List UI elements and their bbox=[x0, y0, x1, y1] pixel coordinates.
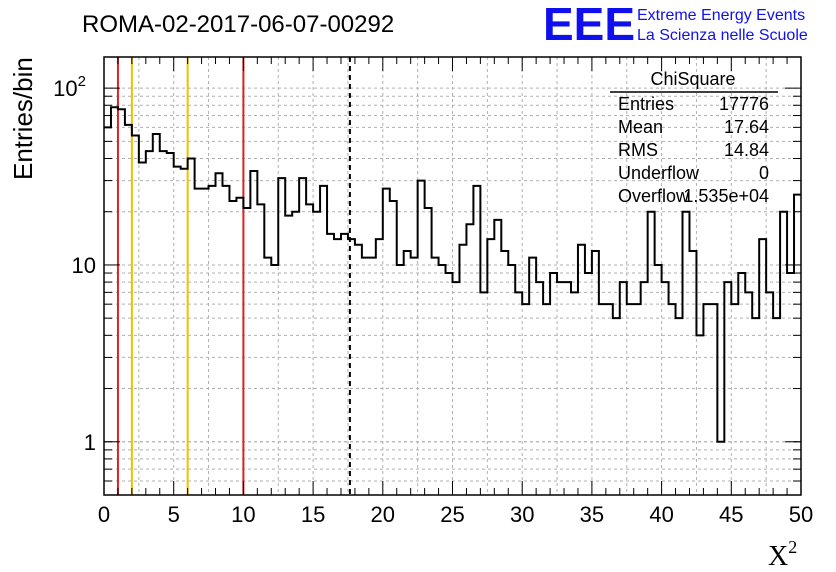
x-tick-label: 25 bbox=[440, 502, 464, 527]
x-tick-label: 20 bbox=[371, 502, 395, 527]
chart-title: ROMA-02-2017-06-07-00292 bbox=[82, 11, 394, 38]
x-tick-labels: 0 5 10 15 20 25 30 35 40 45 50 bbox=[98, 502, 813, 527]
plot-frame bbox=[103, 56, 802, 496]
y-axis-label: Entries/bin bbox=[8, 57, 38, 180]
x-tick-label: 45 bbox=[719, 502, 743, 527]
x-tick-label: 50 bbox=[789, 502, 813, 527]
x-tick-label: 35 bbox=[580, 502, 604, 527]
stats-value: 17776 bbox=[719, 94, 769, 114]
stats-label: Entries bbox=[618, 94, 674, 114]
x-axis-label-base: X bbox=[768, 541, 788, 572]
y-tick-label: 1 bbox=[84, 430, 96, 455]
eee-logo: EEE Extreme Energy Events La Scienza nel… bbox=[543, 0, 808, 50]
x-tick-label: 40 bbox=[649, 502, 673, 527]
x-tick-label: 30 bbox=[510, 502, 534, 527]
stats-value: 14.84 bbox=[724, 140, 769, 160]
y-tick-label: 10 bbox=[72, 253, 96, 278]
stats-label: RMS bbox=[618, 140, 658, 160]
histogram-line bbox=[104, 106, 801, 443]
stats-value: 0 bbox=[759, 163, 769, 183]
logo-line-1: Extreme Energy Events bbox=[637, 7, 805, 24]
stats-label: Mean bbox=[618, 117, 663, 137]
x-tick-label: 5 bbox=[168, 502, 180, 527]
logo-mark: EEE bbox=[543, 0, 635, 50]
reference-lines bbox=[116, 57, 351, 495]
stats-label: Overflow bbox=[618, 186, 690, 206]
stats-label: Underflow bbox=[618, 163, 700, 183]
stats-value: 1.535e+04 bbox=[683, 186, 769, 206]
x-tick-label: 15 bbox=[301, 502, 325, 527]
x-tick-label: 0 bbox=[98, 502, 110, 527]
logo-line-2: La Scienza nelle Scuole bbox=[637, 27, 808, 44]
y-tick-label-sup: 2 bbox=[78, 73, 86, 90]
stats-title: ChiSquare bbox=[650, 69, 735, 89]
y-tick-label: 102 bbox=[53, 73, 86, 101]
x-tick-label: 10 bbox=[231, 502, 255, 527]
stats-box: ChiSquare Entries 17776 Mean 17.64 RMS 14.84 Un… bbox=[610, 69, 778, 206]
x-axis-label: X2 bbox=[768, 537, 797, 572]
y-tick-labels: 1 10 102 bbox=[53, 73, 96, 455]
stats-value: 17.64 bbox=[724, 117, 769, 137]
x-axis-label-sup: 2 bbox=[788, 537, 797, 557]
